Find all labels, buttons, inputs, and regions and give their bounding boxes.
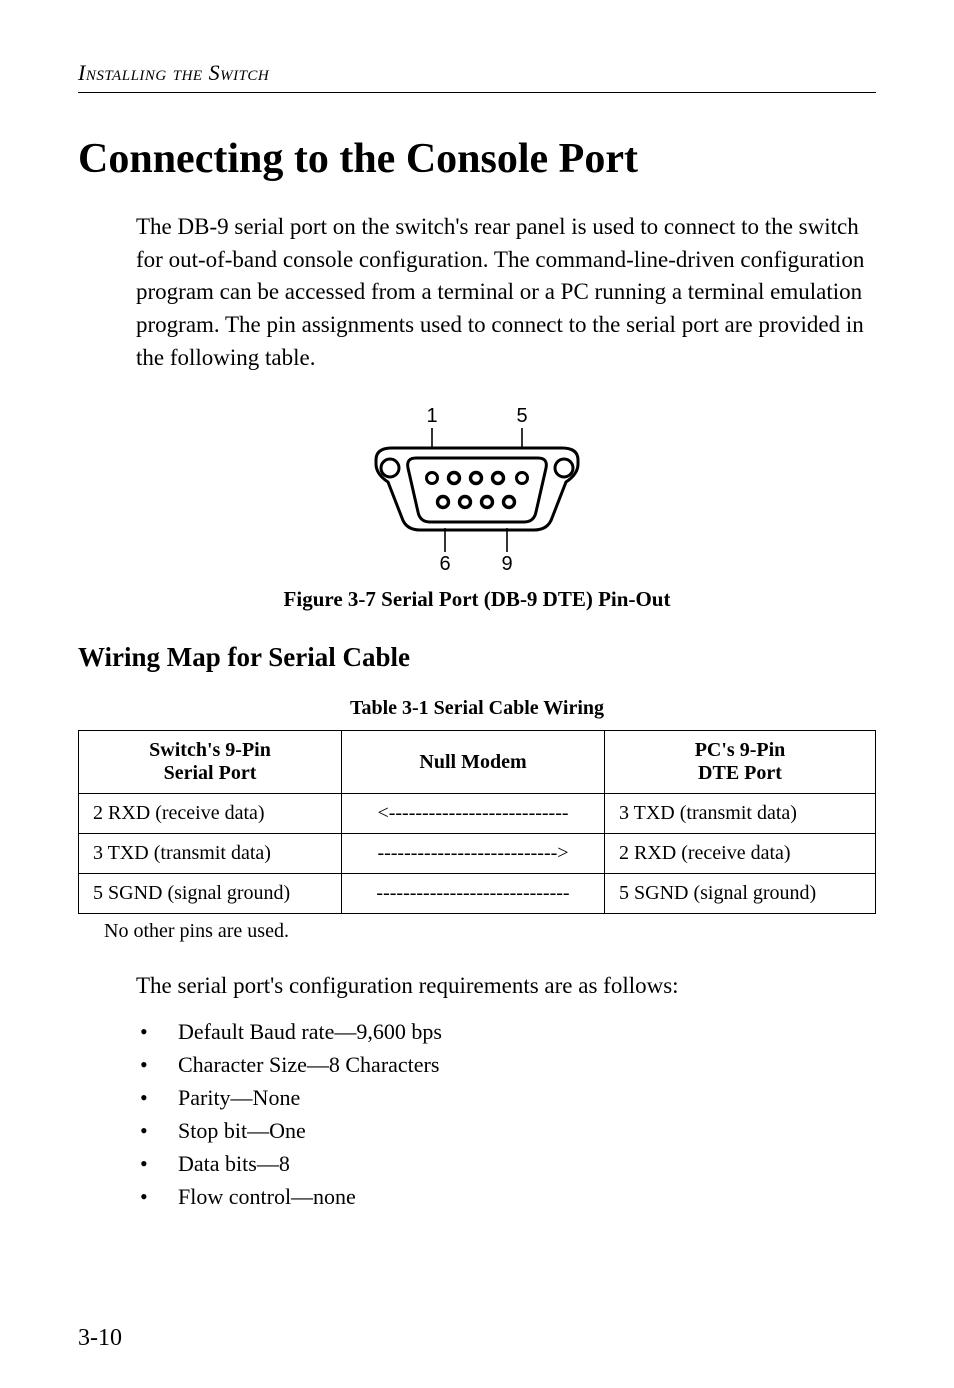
table-row: 2 RXD (receive data) <------------------… [79, 794, 876, 834]
cell: ----------------------------- [342, 874, 605, 914]
th-null-modem: Null Modem [342, 731, 605, 794]
serial-config-intro: The serial port's configuration requirem… [136, 973, 876, 999]
list-item: Stop bit—One [136, 1114, 876, 1147]
list-item: Data bits—8 [136, 1147, 876, 1180]
list-item: Flow control—none [136, 1180, 876, 1213]
db9-figure: 1 5 6 9 [78, 402, 876, 577]
header-rule [78, 92, 876, 93]
pin-label-6: 6 [439, 553, 450, 572]
table-row: 5 SGND (signal ground) -----------------… [79, 874, 876, 914]
list-item: Default Baud rate—9,600 bps [136, 1015, 876, 1048]
table-note: No other pins are used. [104, 920, 876, 943]
pin-label-1: 1 [426, 405, 437, 427]
cell: 5 SGND (signal ground) [605, 874, 876, 914]
page-number: 3-10 [78, 1325, 122, 1352]
pin-label-9: 9 [501, 553, 512, 572]
cell: 2 RXD (receive data) [79, 794, 342, 834]
intro-paragraph: The DB-9 serial port on the switch's rea… [136, 211, 876, 374]
wiring-table: Switch's 9-PinSerial Port Null Modem PC'… [78, 730, 876, 914]
th-pc-port: PC's 9-PinDTE Port [605, 731, 876, 794]
table-header-row: Switch's 9-PinSerial Port Null Modem PC'… [79, 731, 876, 794]
pin-label-5: 5 [516, 405, 527, 427]
list-item: Character Size—8 Characters [136, 1048, 876, 1081]
running-head: Installing the Switch [78, 60, 876, 86]
cell: 3 TXD (transmit data) [79, 834, 342, 874]
subheading: Wiring Map for Serial Cable [78, 642, 876, 673]
figure-caption: Figure 3-7 Serial Port (DB-9 DTE) Pin-Ou… [78, 587, 876, 612]
cell: 3 TXD (transmit data) [605, 794, 876, 834]
cell: 5 SGND (signal ground) [79, 874, 342, 914]
serial-config-list: Default Baud rate—9,600 bps Character Si… [136, 1015, 876, 1213]
cell: <--------------------------- [342, 794, 605, 834]
th-switch-port: Switch's 9-PinSerial Port [79, 731, 342, 794]
page-title: Connecting to the Console Port [78, 135, 876, 183]
db9-connector-icon: 1 5 6 9 [352, 402, 602, 572]
list-item: Parity—None [136, 1081, 876, 1114]
cell: ---------------------------> [342, 834, 605, 874]
cell: 2 RXD (receive data) [605, 834, 876, 874]
table-caption: Table 3-1 Serial Cable Wiring [78, 697, 876, 720]
table-row: 3 TXD (transmit data) ------------------… [79, 834, 876, 874]
